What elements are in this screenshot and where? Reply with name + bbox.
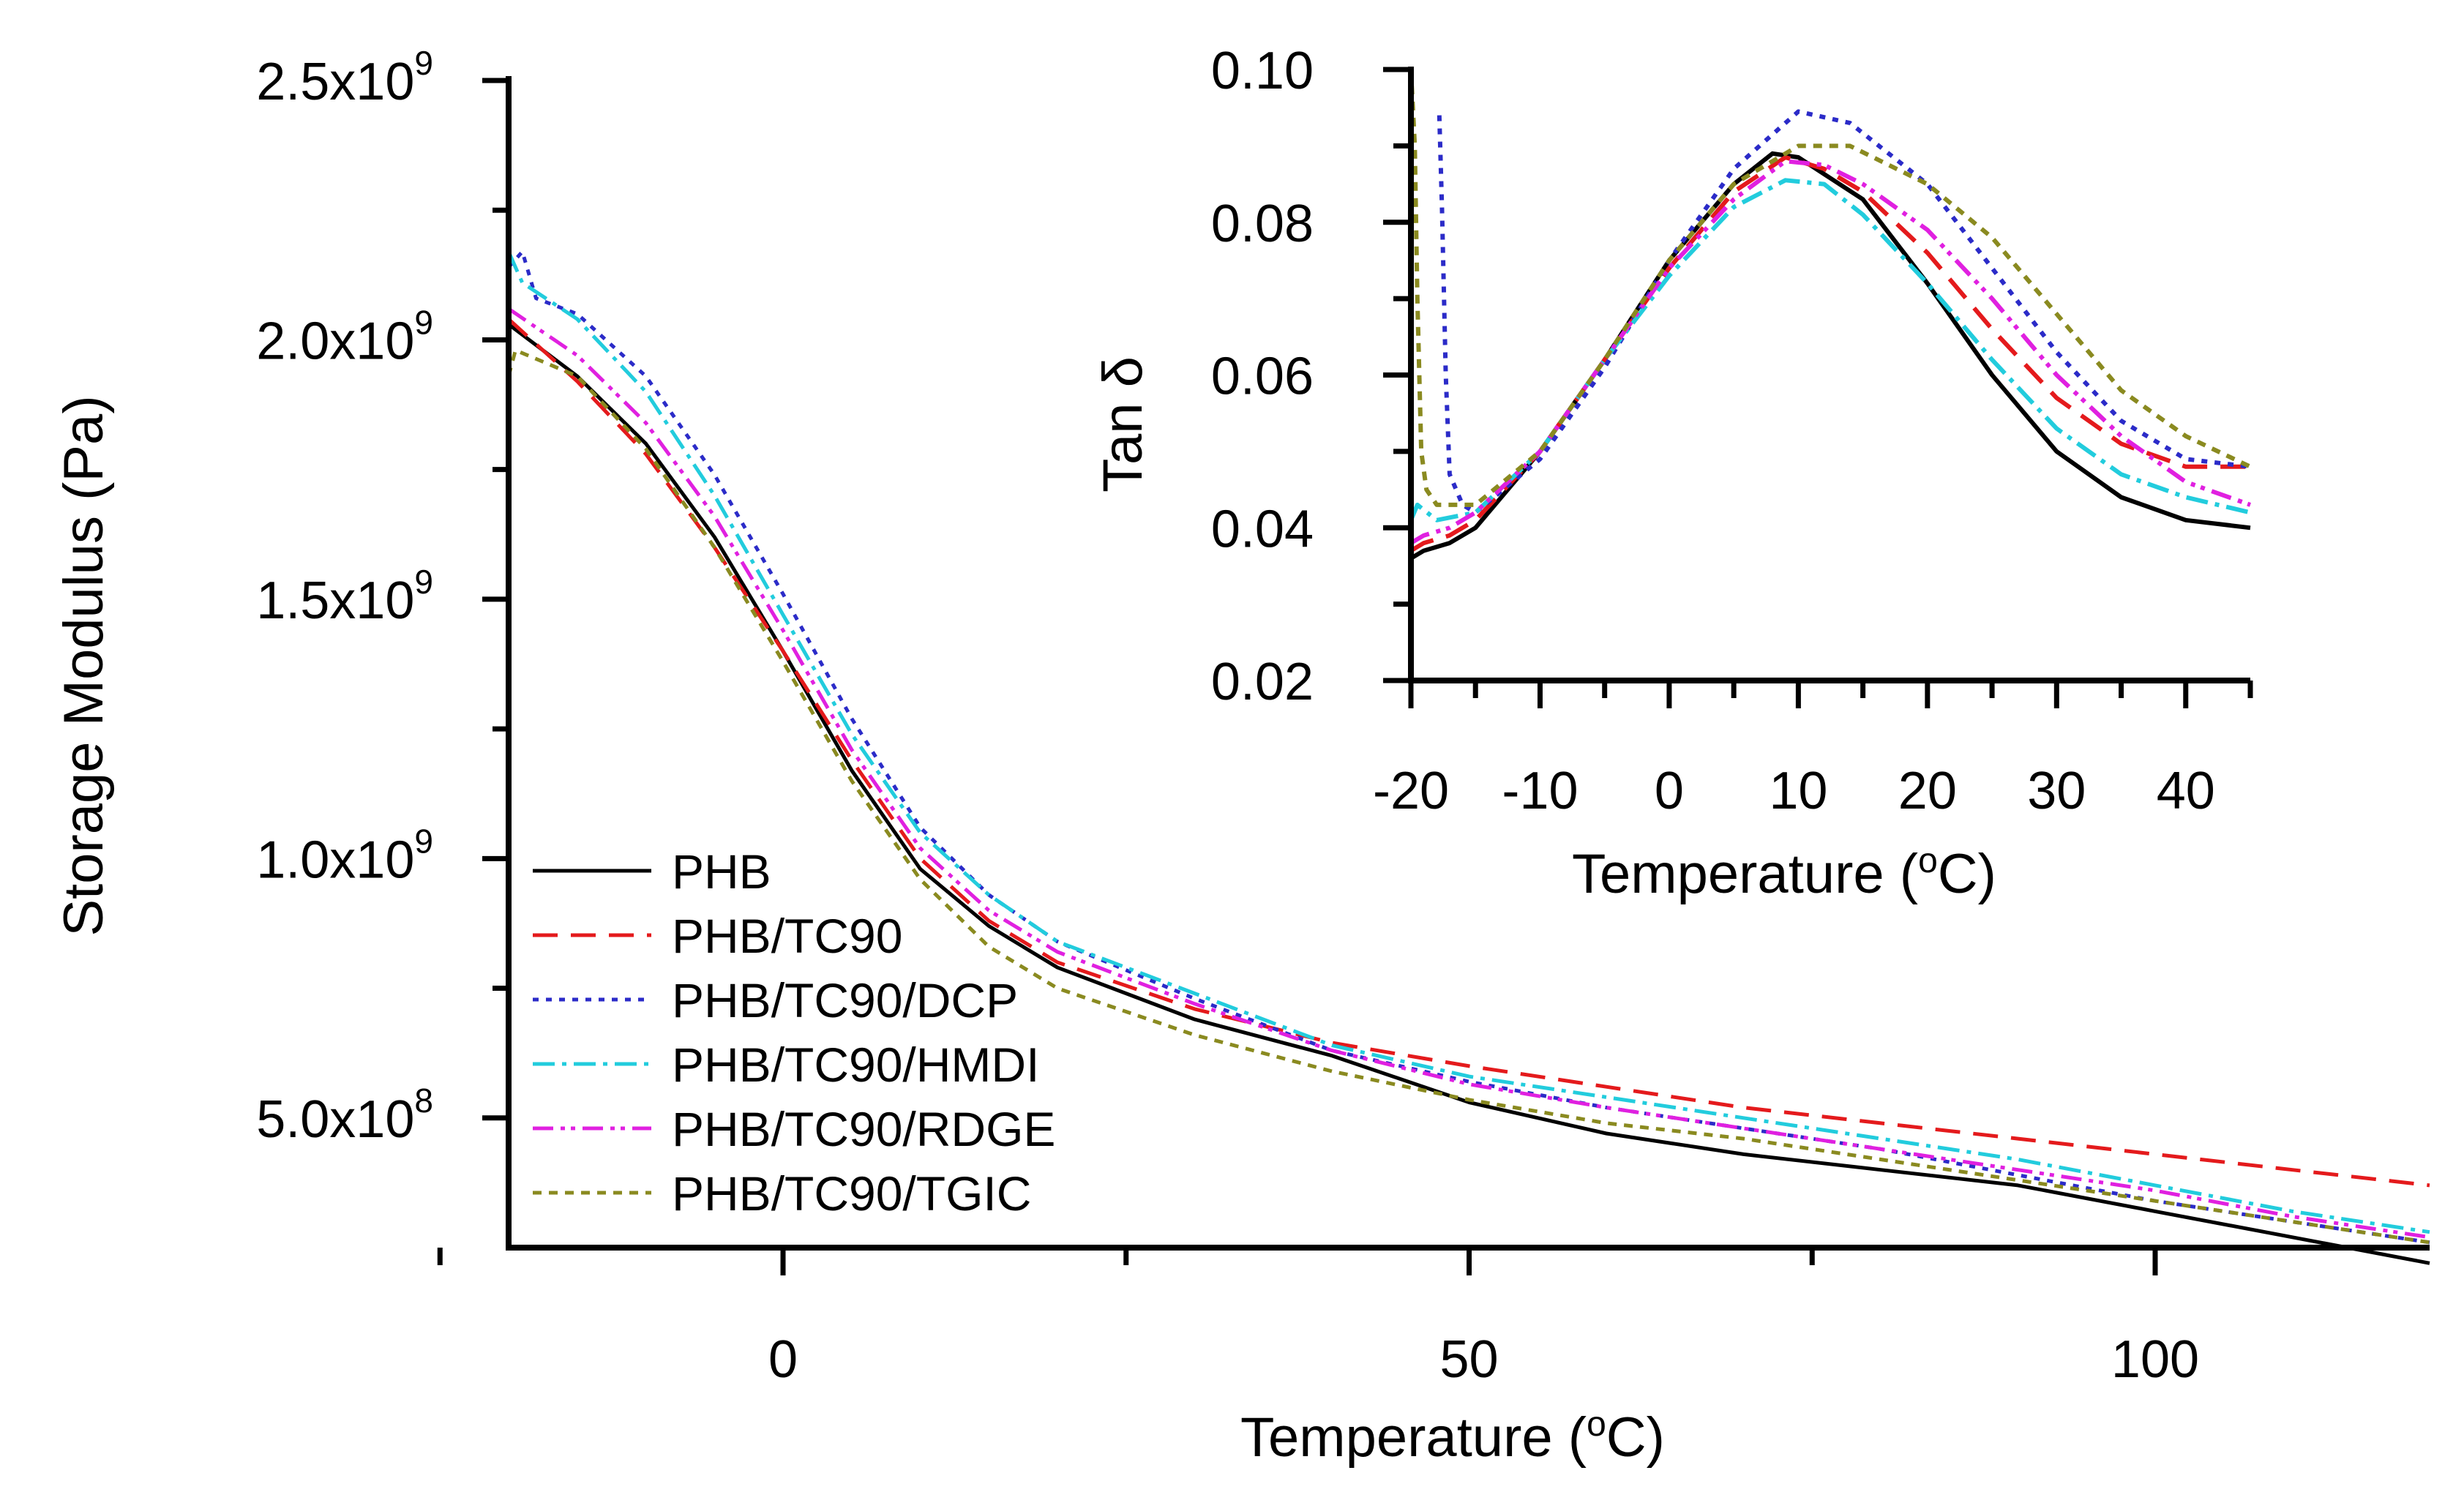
main-y-tick-label: 5.0x108 <box>256 1082 433 1149</box>
inset-y-tick-label: 0.04 <box>1211 500 1314 558</box>
main-x-tick-label: 50 <box>1439 1330 1498 1389</box>
main-y-tick-base: 2.0x10 <box>256 312 414 370</box>
legend-label-4: PHB/TC90/RDGE <box>672 1102 1055 1156</box>
inset-chart: -20 -10 0 10 20 30 40 0.02 0.04 0.06 0.08 0.10 Tempe… <box>1092 42 2253 905</box>
legend-label-5: PHB/TC90/TGIC <box>672 1166 1031 1221</box>
inset-y-tick-label: 0.10 <box>1211 42 1314 100</box>
main-y-tick-label: 1.0x109 <box>256 822 433 889</box>
legend-label-3: PHB/TC90/HMDI <box>672 1038 1039 1092</box>
inset-x-tick-label: 30 <box>2027 762 2086 820</box>
main-series-line-2 <box>507 250 2430 1245</box>
main-chart: 0 50 1005.0x1081.0x1091.5x1092.0x1092.5x10… <box>53 44 2430 1469</box>
main-y-tick-exp: 9 <box>414 563 433 601</box>
legend-label-1: PHB/TC90 <box>672 909 902 963</box>
main-x-axis-title: Temperature (oC) <box>1240 1405 1665 1469</box>
inset-y-tick-label: 0.06 <box>1211 348 1314 406</box>
inset-series-line-5 <box>1411 69 2252 507</box>
main-series-line-3 <box>506 250 2430 1234</box>
main-series-line-0 <box>507 323 2430 1265</box>
legend-label-2: PHB/TC90/DCP <box>672 973 1018 1027</box>
main-series-line-5 <box>506 348 2430 1245</box>
main-x-title-text: Temperature ( <box>1240 1406 1587 1469</box>
main-y-tick-label: 1.5x109 <box>256 563 433 630</box>
main-y-tick-label: 2.5x109 <box>256 44 433 111</box>
inset-series-line-3 <box>1411 178 2251 522</box>
main-y-axis-title: Storage Modulus (Pa) <box>53 395 115 936</box>
main-x-tick-label: 0 <box>768 1330 798 1389</box>
inset-y-tick-label: 0.08 <box>1211 195 1314 253</box>
inset-x-tick-label: 40 <box>2157 762 2215 820</box>
main-y-tick-base: 1.5x10 <box>256 571 414 630</box>
inset-series-line-4 <box>1411 159 2252 545</box>
inset-x-tick-label: 20 <box>1898 762 1957 820</box>
main-y-tick-label: 2.0x109 <box>256 303 433 370</box>
main-y-tick-exp: 9 <box>414 44 433 82</box>
inset-x-tick-label: -10 <box>1502 762 1578 820</box>
inset-series-line-0 <box>1411 151 2251 561</box>
inset-x-tick-label: 10 <box>1769 762 1827 820</box>
main-x-tick-label: 100 <box>2111 1330 2199 1389</box>
inset-x-title-sup: o <box>1918 842 1938 880</box>
inset-y-tick-label: 0.02 <box>1211 653 1314 711</box>
main-y-tick-base: 5.0x10 <box>256 1090 414 1149</box>
inset-x-tick-label: 0 <box>1655 762 1684 820</box>
inset-x-tick-label: -20 <box>1373 762 1449 820</box>
main-series-line-4 <box>507 307 2430 1240</box>
main-y-tick-exp: 9 <box>414 303 433 341</box>
inset-y-axis-title: Tan δ <box>1092 356 1154 492</box>
inset-x-title-suffix: C) <box>1938 843 1996 905</box>
main-y-tick-base: 1.0x10 <box>256 831 414 889</box>
legend: PHB PHB/TC90 PHB/TC90/DCP PHB/TC90/HMDI PHB/… <box>533 844 1055 1221</box>
inset-series-line-1 <box>1411 155 2250 553</box>
main-y-tick-exp: 9 <box>414 822 433 860</box>
main-y-tick-exp: 8 <box>414 1082 433 1120</box>
main-x-title-suffix: C) <box>1606 1406 1665 1469</box>
inset-x-title-text: Temperature ( <box>1572 843 1918 905</box>
main-y-tick-base: 2.5x10 <box>256 53 414 111</box>
inset-x-axis-title: Temperature (oC) <box>1572 842 1996 905</box>
main-x-title-sup: o <box>1587 1405 1606 1444</box>
inset-series-line-2 <box>1437 109 2251 515</box>
legend-label-0: PHB <box>672 844 771 899</box>
